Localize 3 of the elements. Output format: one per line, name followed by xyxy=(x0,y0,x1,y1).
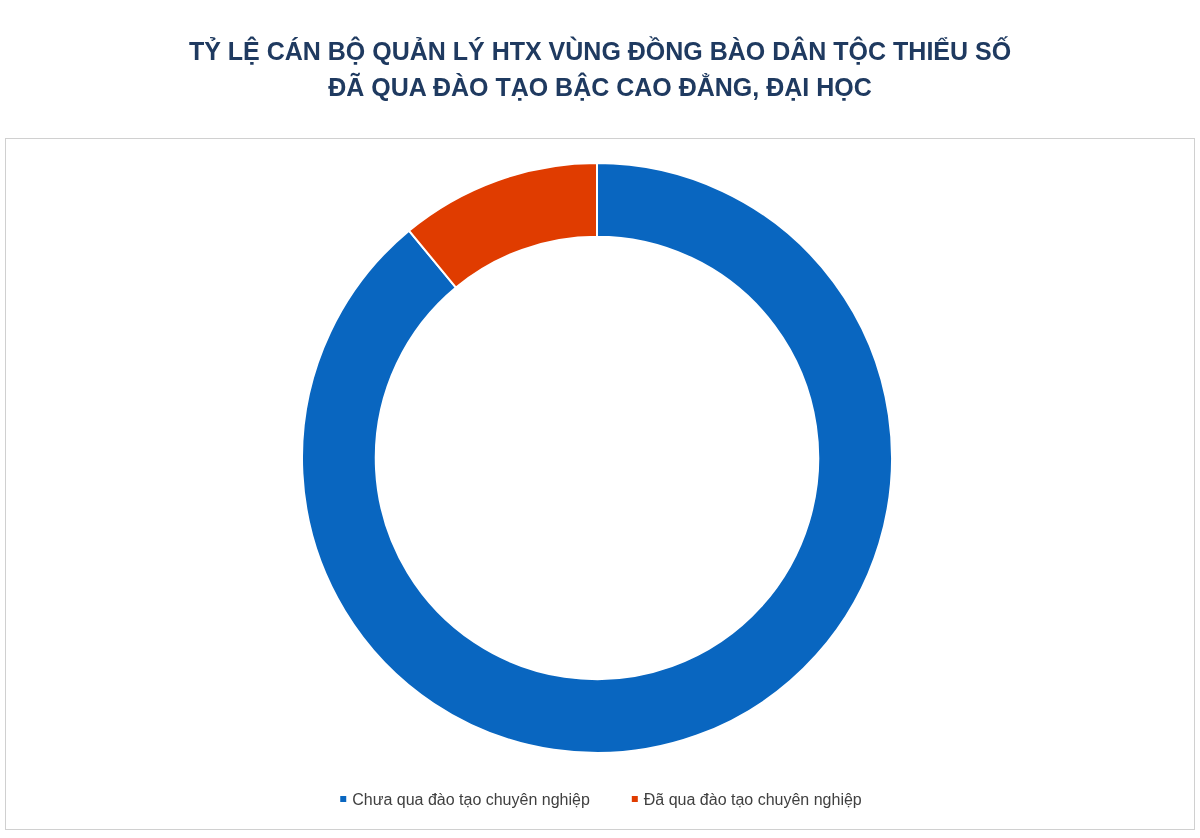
chart-title: TỶ LỆ CÁN BỘ QUẢN LÝ HTX VÙNG ĐỒNG BÀO DÂN TỘC THIỂU SỐ ĐÃ QUA ĐÀO TẠO BẬC CAO ĐẲNG, ĐẠI HỌC xyxy=(188,36,1012,101)
legend-label: Đã qua đào tạo chuyên nghiệp xyxy=(643,790,862,808)
legend-label: Chưa qua đào tạo chuyên nghiệp xyxy=(352,790,590,808)
